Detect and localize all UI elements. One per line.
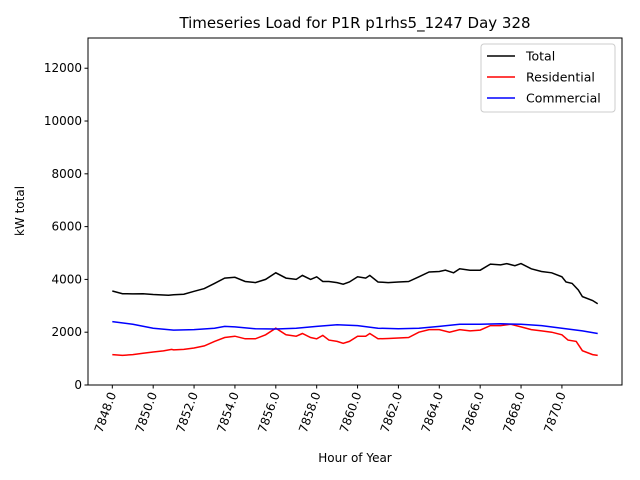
series-line-commercial [112,320,598,335]
y-axis-label: kW total [13,186,27,236]
y-tick-label: 2000 [51,325,82,339]
y-axis: 0 2000 4000 6000 8000 10000 12000 [44,61,88,392]
y-tick-label: 12000 [44,61,82,75]
y-tick-label: 8000 [51,167,82,181]
legend-box [480,43,616,113]
axes-frame [87,37,623,386]
y-tick-label: 0 [74,378,82,392]
plot-lines [112,262,599,357]
legend-label-residential: Residential [526,70,595,85]
legend-label-commercial: Commercial [526,91,601,106]
y-tick-label: 4000 [51,272,82,286]
legend: Total Residential Commercial [480,43,616,113]
series-line-residential [112,323,598,357]
series-line-total [112,262,599,305]
y-tick-label: 6000 [51,220,82,234]
legend-label-total: Total [525,49,555,64]
chart-title: Timeseries Load for P1R p1rhs5_1247 Day … [178,14,530,33]
y-tick-label: 10000 [44,114,82,128]
x-axis-label: Hour of Year [318,451,392,465]
